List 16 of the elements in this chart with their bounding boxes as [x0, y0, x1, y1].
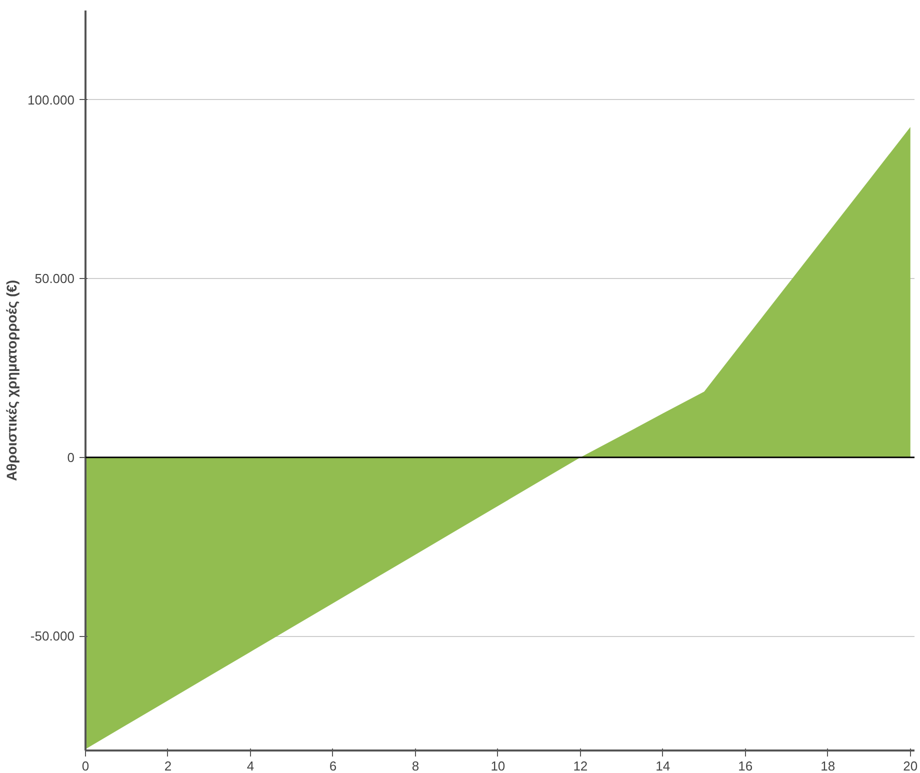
x-tick-label: 18: [820, 758, 836, 773]
y-tick-label: 100.000: [28, 92, 75, 108]
x-tick-label: 14: [656, 758, 670, 773]
x-tick-label: 4: [246, 758, 254, 773]
x-tick-label: 10: [490, 758, 506, 773]
x-tick-label: 8: [412, 758, 420, 773]
y-axis-title: Αθροιστικές χρηματορροές (€): [4, 280, 20, 482]
x-tick-label: 6: [329, 758, 337, 773]
y-tick-label: -50.000: [30, 628, 75, 644]
x-tick-label: 20: [903, 758, 918, 773]
x-tick-label: 16: [738, 758, 753, 773]
x-tick-label: 12: [573, 758, 588, 773]
y-tick-label: 50.000: [34, 271, 75, 286]
x-tick-label: 0: [82, 758, 90, 773]
y-tick-label: 0: [67, 450, 75, 465]
x-tick-label: 2: [164, 758, 172, 773]
